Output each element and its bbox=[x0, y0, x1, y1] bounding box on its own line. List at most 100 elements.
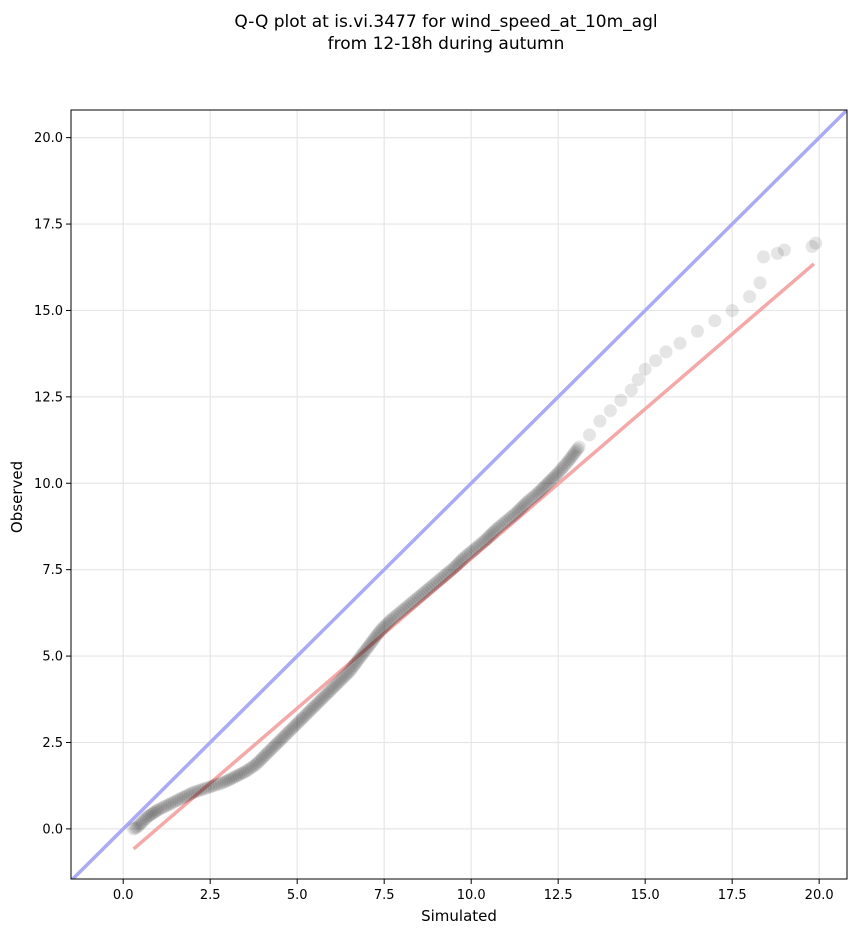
qq-point bbox=[259, 748, 273, 762]
qq-point bbox=[232, 768, 246, 782]
qq-point bbox=[356, 647, 370, 661]
qq-point bbox=[497, 516, 511, 530]
qq-point bbox=[318, 689, 332, 703]
qq-point bbox=[472, 539, 486, 552]
qq-point bbox=[445, 563, 459, 577]
qq-point bbox=[219, 774, 233, 788]
qq-point bbox=[450, 558, 464, 571]
qq-point bbox=[215, 776, 228, 790]
qq-point bbox=[366, 633, 380, 647]
qq-point bbox=[480, 532, 494, 546]
y-axis-ticks: 0.0 2.5 5.0 7.5 10.0 12.5 15.0 17.5 20.0 bbox=[34, 131, 71, 837]
qq-point bbox=[489, 523, 502, 537]
qq-point bbox=[509, 506, 523, 520]
qq-point bbox=[565, 450, 579, 464]
qq-point bbox=[148, 805, 161, 819]
qq-point bbox=[413, 589, 427, 603]
qq-point bbox=[135, 815, 149, 829]
qq-point bbox=[360, 641, 374, 655]
qq-point bbox=[266, 741, 280, 755]
qq-point bbox=[375, 621, 389, 635]
qq-point bbox=[464, 545, 477, 559]
qq-point bbox=[399, 601, 413, 615]
qq-point bbox=[127, 822, 141, 836]
qq-point bbox=[537, 480, 551, 494]
qq-point bbox=[470, 540, 484, 554]
qq-point bbox=[393, 606, 406, 620]
qq-point bbox=[441, 566, 454, 580]
qq-point bbox=[280, 727, 294, 741]
qq-point bbox=[156, 801, 170, 815]
qq-point bbox=[347, 659, 361, 673]
qq-point bbox=[316, 691, 330, 705]
qq-point bbox=[199, 781, 213, 795]
qq-point bbox=[430, 575, 444, 589]
qq-point bbox=[160, 798, 174, 812]
qq-point bbox=[418, 585, 431, 599]
qq-point bbox=[363, 637, 377, 651]
qq-point bbox=[534, 483, 548, 497]
qq-point bbox=[516, 499, 530, 513]
qq-point bbox=[354, 649, 368, 663]
qq-point bbox=[673, 336, 687, 350]
qq-point bbox=[345, 661, 359, 675]
qq-point bbox=[386, 611, 400, 625]
qq-point bbox=[149, 804, 163, 818]
qq-point bbox=[541, 476, 555, 490]
qq-point bbox=[478, 533, 492, 547]
qq-point bbox=[223, 772, 237, 786]
qq-point bbox=[377, 620, 391, 634]
qq-point bbox=[130, 820, 144, 834]
y-tick-label: 0.0 bbox=[42, 822, 63, 837]
qq-point bbox=[191, 784, 205, 798]
qq-point bbox=[452, 556, 466, 570]
qq-point bbox=[325, 682, 339, 696]
qq-point bbox=[329, 679, 342, 692]
qq-point bbox=[777, 243, 791, 257]
qq-point bbox=[532, 485, 546, 499]
qq-point bbox=[422, 582, 436, 596]
x-tick-label: 12.5 bbox=[544, 888, 573, 903]
qq-point bbox=[221, 773, 235, 787]
qq-point bbox=[357, 645, 371, 659]
qq-point bbox=[174, 791, 188, 805]
qq-point bbox=[555, 462, 569, 476]
qq-point bbox=[520, 495, 534, 509]
qq-point bbox=[551, 466, 565, 480]
qq-point bbox=[177, 790, 190, 804]
qq-point bbox=[405, 596, 419, 609]
qq-point bbox=[335, 672, 349, 685]
qq-point bbox=[134, 817, 148, 831]
chart-title-line2: from 12-18h during autumn bbox=[328, 34, 565, 54]
qq-point bbox=[248, 758, 262, 772]
qq-point bbox=[436, 570, 450, 584]
qq-point bbox=[461, 547, 475, 561]
qq-point bbox=[196, 782, 210, 796]
qq-point bbox=[254, 753, 268, 767]
qq-point bbox=[569, 444, 583, 458]
qq-point bbox=[501, 513, 515, 527]
qq-point bbox=[250, 756, 264, 770]
chart-title-line1: Q-Q plot at is.vi.3477 for wind_speed_at… bbox=[234, 12, 657, 32]
qq-point bbox=[179, 789, 193, 803]
qq-point bbox=[459, 549, 473, 563]
qq-point bbox=[583, 428, 596, 442]
qq-point bbox=[146, 806, 160, 820]
qq-point bbox=[770, 246, 784, 260]
qq-point bbox=[443, 564, 457, 578]
x-tick-label: 0.0 bbox=[113, 888, 134, 903]
qq-point bbox=[503, 511, 517, 525]
qq-point bbox=[536, 482, 549, 495]
qq-point bbox=[337, 670, 351, 684]
qq-point bbox=[128, 821, 142, 835]
qq-point bbox=[244, 761, 258, 775]
qq-point bbox=[426, 578, 440, 592]
qq-point bbox=[518, 497, 532, 511]
x-axis-label: Simulated bbox=[421, 907, 497, 925]
qq-point bbox=[217, 775, 231, 789]
qq-point bbox=[454, 554, 468, 568]
qq-point bbox=[526, 490, 540, 504]
qq-point bbox=[236, 766, 250, 780]
qq-point bbox=[805, 240, 819, 253]
qq-point bbox=[153, 802, 167, 816]
